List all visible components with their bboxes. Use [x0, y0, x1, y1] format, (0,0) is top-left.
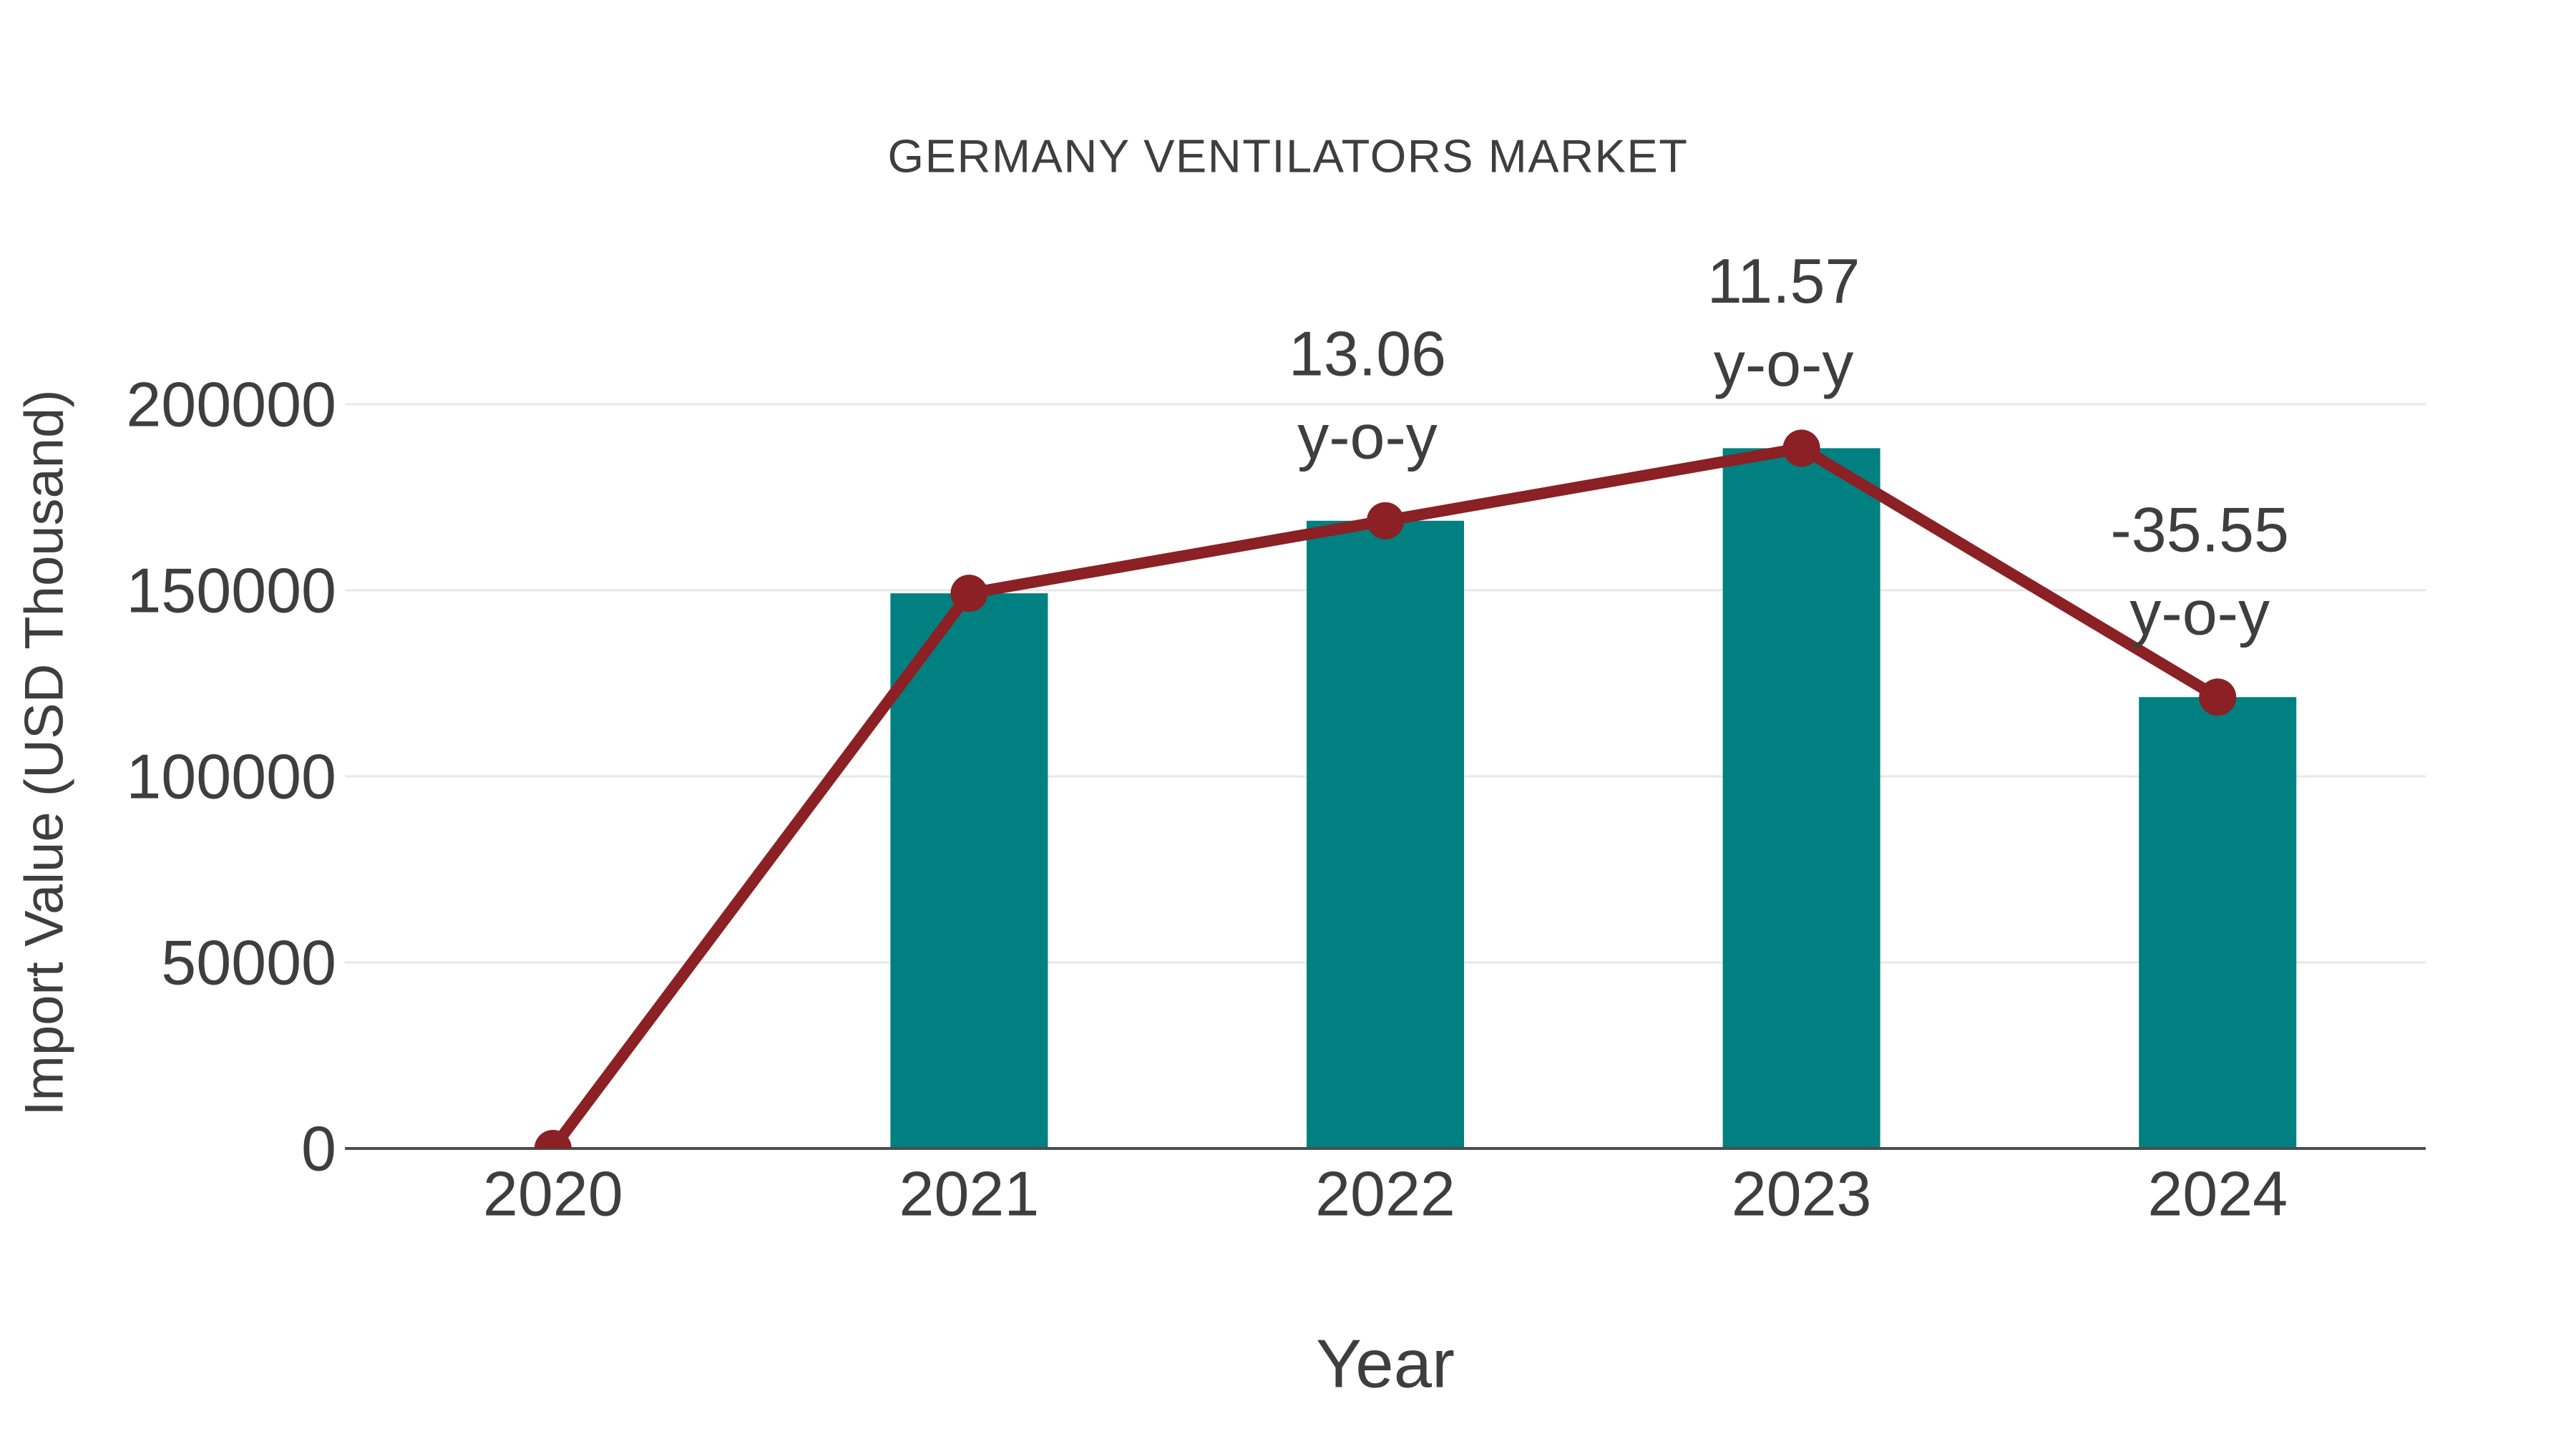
y-tick-label: 50000 [161, 927, 336, 998]
data-point-marker-2020 [534, 1130, 572, 1148]
annotation-value: -35.55 [2110, 494, 2289, 565]
data-point-marker-2021 [950, 575, 988, 613]
data-point-marker-2023 [1782, 429, 1820, 467]
y-tick-label: 100000 [126, 741, 336, 812]
y-tick-label: 150000 [126, 555, 336, 626]
y-tick-label: 0 [301, 1113, 336, 1184]
x-axis-title: Year [1316, 1326, 1455, 1402]
data-point-marker-2022 [1367, 502, 1404, 540]
x-tick-label: 2023 [1732, 1158, 1872, 1229]
bar-series [890, 448, 2297, 1148]
bar-2024 [2139, 697, 2297, 1148]
y-tick-label: 200000 [126, 369, 336, 440]
annotation-value: 11.57 [1707, 245, 1860, 316]
bar-2023 [1722, 448, 1880, 1148]
x-tick-label: 2024 [2147, 1158, 2288, 1229]
bar-2022 [1307, 520, 1464, 1148]
x-tick-labels: 2020 2021 2022 2023 2024 [483, 1158, 2288, 1229]
y-axis-title: Import Value (USD Thousand) [14, 389, 75, 1116]
annotation-value: 13.06 [1289, 318, 1446, 389]
annotation-suffix: y-o-y [1297, 401, 1438, 472]
annotations: 13.06 y-o-y 11.57 y-o-y -35.55 y-o-y [1289, 245, 2289, 648]
chart-title: GERMANY VENTILATORS MARKET [888, 130, 1689, 182]
annotation-suffix: y-o-y [2129, 577, 2270, 648]
data-point-marker-2024 [2199, 678, 2237, 716]
y-tick-labels: 0 50000 100000 150000 200000 [126, 369, 336, 1184]
annotation-suffix: y-o-y [1714, 328, 1854, 399]
x-tick-label: 2021 [899, 1158, 1040, 1229]
bar-2021 [890, 593, 1048, 1148]
x-tick-label: 2020 [483, 1158, 623, 1229]
x-tick-label: 2022 [1315, 1158, 1455, 1229]
line-series [534, 429, 2237, 1148]
